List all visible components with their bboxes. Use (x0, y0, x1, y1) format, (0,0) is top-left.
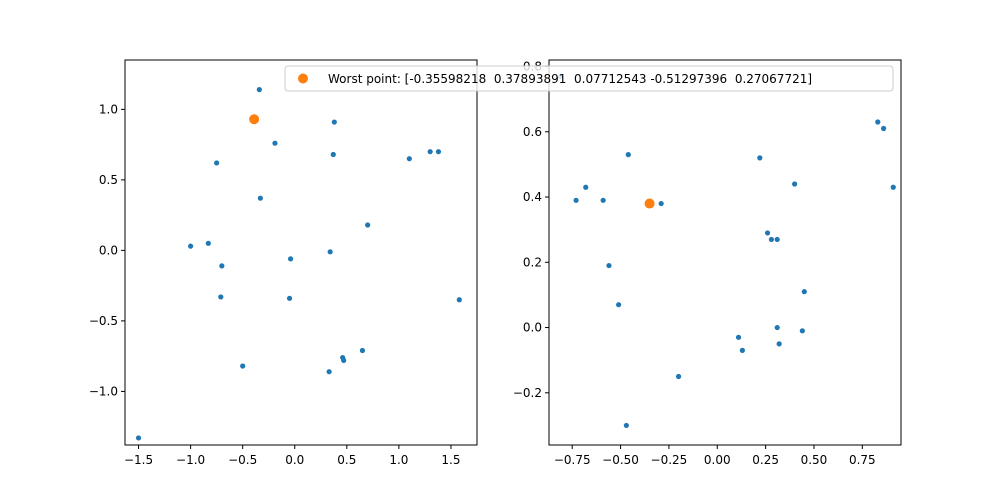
data-point (256, 87, 262, 93)
data-point (365, 222, 371, 228)
data-point (286, 295, 293, 301)
y-tick-label: 0.0 (523, 321, 542, 335)
y-tick-label: −0.2 (513, 386, 542, 400)
y-tick-label: −1.0 (89, 384, 118, 398)
x-tick-label: 0.00 (704, 453, 731, 467)
data-point (616, 302, 622, 308)
data-point (218, 294, 224, 300)
x-tick-label: −0.75 (554, 453, 591, 467)
data-point (625, 152, 631, 158)
data-point (427, 149, 433, 155)
y-tick-label: −0.5 (89, 314, 118, 328)
axes-frame (124, 59, 478, 446)
data-point (406, 156, 412, 162)
data-point (272, 140, 278, 146)
data-point (675, 373, 682, 380)
data-point (880, 125, 887, 132)
x-tick-label: −1.0 (176, 453, 205, 467)
y-tick-label: 0.0 (99, 243, 118, 257)
worst-point (249, 114, 260, 125)
data-point (776, 341, 782, 347)
data-point (600, 197, 606, 203)
x-tick-label: 0.75 (849, 453, 876, 467)
data-point (764, 230, 771, 236)
axes-frame (548, 59, 902, 446)
data-point (875, 119, 881, 125)
data-point (188, 243, 194, 249)
data-point (739, 347, 746, 353)
data-point (287, 256, 294, 262)
data-point (774, 324, 780, 331)
y-tick-label: 0.6 (523, 125, 542, 139)
data-point (327, 249, 333, 255)
legend-marker (298, 73, 308, 84)
x-tick-label: 1.5 (441, 453, 460, 467)
x-tick-label: 0.25 (752, 453, 779, 467)
x-tick-label: −0.50 (602, 453, 639, 467)
right-scatter-plot: −0.75 −0.50 −0.25 0.00 0.25 0.50 0.75 −0.2 0.0 0.… (513, 59, 902, 467)
data-point (768, 236, 775, 243)
x-tick-label: −1.5 (124, 453, 153, 467)
data-point (658, 200, 664, 207)
worst-point (644, 198, 655, 209)
legend: Worst point: [-0.35598218 0.37893891 0.0… (284, 65, 894, 92)
data-point (219, 263, 225, 269)
x-tick-label: 0.5 (337, 453, 356, 467)
data-point (205, 240, 211, 246)
y-tick-label: 0.2 (523, 255, 542, 269)
data-point (359, 347, 366, 354)
x-tick-label: 0.50 (801, 453, 828, 467)
data-point (341, 357, 347, 363)
data-point (573, 197, 579, 203)
data-point (456, 297, 462, 303)
data-point (606, 262, 612, 269)
data-point (331, 119, 337, 125)
legend-label: Worst point: [-0.35598218 0.37893891 0.0… (328, 72, 812, 86)
data-point (135, 435, 142, 441)
data-point (257, 195, 263, 201)
data-point (326, 369, 332, 375)
legend-box (284, 65, 894, 92)
data-point (330, 151, 336, 158)
y-tick-label: 0.5 (99, 173, 118, 187)
data-point (623, 422, 629, 429)
data-point (801, 289, 807, 295)
data-point (792, 181, 798, 187)
data-point (583, 184, 589, 190)
data-point (799, 328, 805, 334)
x-tick-label: 0.0 (285, 453, 304, 467)
left-scatter-plot: −1.5 −1.0 −0.5 0.0 0.5 1.0 1.5 −1.0 −0.5 0.0 0.5 1.… (89, 59, 478, 467)
x-tick-label: −0.25 (651, 453, 688, 467)
x-tick-label: −0.5 (228, 453, 257, 467)
data-point (435, 149, 442, 155)
data-point (214, 160, 220, 166)
data-point (735, 334, 742, 340)
x-tick-label: 1.0 (389, 453, 408, 467)
data-point (774, 236, 780, 243)
data-point (757, 155, 763, 161)
y-tick-label: 1.0 (99, 102, 118, 116)
data-point (890, 184, 896, 190)
y-tick-label: 0.4 (523, 190, 542, 204)
data-point (240, 363, 246, 369)
